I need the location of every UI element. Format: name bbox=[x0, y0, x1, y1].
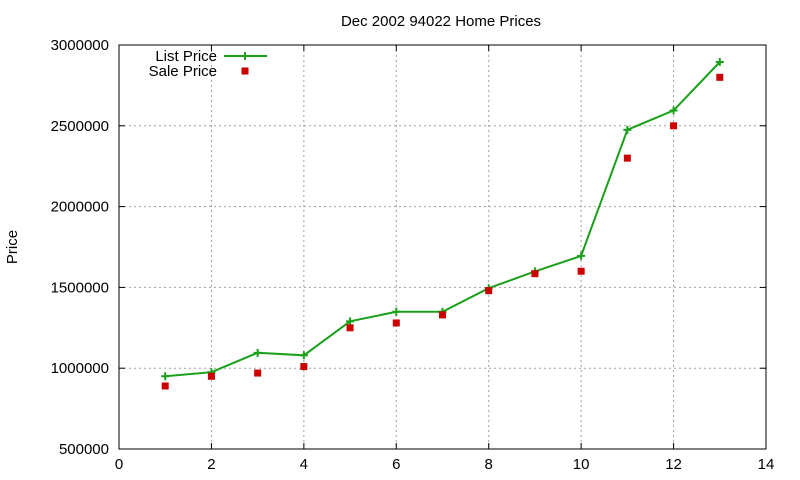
sale-price-point bbox=[346, 324, 354, 332]
sale-price-point bbox=[254, 369, 262, 377]
legend-label-list-price: List Price bbox=[155, 48, 217, 65]
x-tick-label: 4 bbox=[300, 456, 308, 473]
y-tick-label: 1500000 bbox=[51, 279, 109, 296]
sale-price-point bbox=[531, 270, 539, 278]
list-price-point bbox=[346, 317, 355, 326]
x-tick-label: 8 bbox=[485, 456, 493, 473]
series-layer bbox=[161, 57, 724, 390]
legend-marker-list-price bbox=[241, 52, 249, 60]
legend-label-sale-price: Sale Price bbox=[149, 63, 217, 80]
x-tick-label: 0 bbox=[115, 456, 123, 473]
list-price-point bbox=[253, 348, 262, 357]
chart-title: Dec 2002 94022 Home Prices bbox=[341, 13, 541, 30]
list-price-point bbox=[161, 372, 170, 381]
y-axis-label: Price bbox=[4, 230, 21, 264]
sale-price-point bbox=[577, 267, 585, 275]
y-tick-label: 2500000 bbox=[51, 118, 109, 135]
list-price-point bbox=[299, 351, 308, 360]
x-tick-label: 10 bbox=[573, 456, 590, 473]
sale-price-point bbox=[623, 154, 631, 162]
x-tick-label: 12 bbox=[665, 456, 682, 473]
sale-price-point bbox=[485, 287, 493, 295]
list-price-point bbox=[715, 57, 724, 66]
legend: List Price Sale Price bbox=[149, 48, 267, 80]
series-line-list-price bbox=[165, 61, 721, 378]
legend-marker-sale-price bbox=[241, 67, 249, 75]
y-tick-label: 500000 bbox=[59, 441, 109, 458]
x-tick-label: 6 bbox=[392, 456, 400, 473]
list-price-point bbox=[392, 307, 401, 316]
list-price-point bbox=[669, 106, 678, 115]
sale-price-point bbox=[300, 363, 308, 371]
y-tick-label: 1000000 bbox=[51, 360, 109, 377]
y-tick-label: 3000000 bbox=[51, 37, 109, 54]
tick-layer: 0 2 4 6 8 10 12 14 500000 1000000 1500000 2000000 25… bbox=[51, 37, 775, 473]
plot-frame bbox=[118, 44, 767, 450]
x-tick-label: 14 bbox=[758, 456, 775, 473]
sale-price-point bbox=[439, 311, 446, 319]
sale-price-point bbox=[670, 122, 678, 130]
list-price-point bbox=[623, 125, 632, 134]
list-price-point bbox=[577, 251, 586, 260]
sale-price-point bbox=[392, 319, 400, 327]
sale-price-point bbox=[161, 382, 169, 390]
sale-price-point bbox=[207, 372, 215, 380]
y-tick-label: 2000000 bbox=[51, 199, 109, 216]
grid-layer bbox=[119, 45, 766, 449]
x-tick-label: 2 bbox=[207, 456, 215, 473]
sale-price-point bbox=[716, 73, 724, 81]
